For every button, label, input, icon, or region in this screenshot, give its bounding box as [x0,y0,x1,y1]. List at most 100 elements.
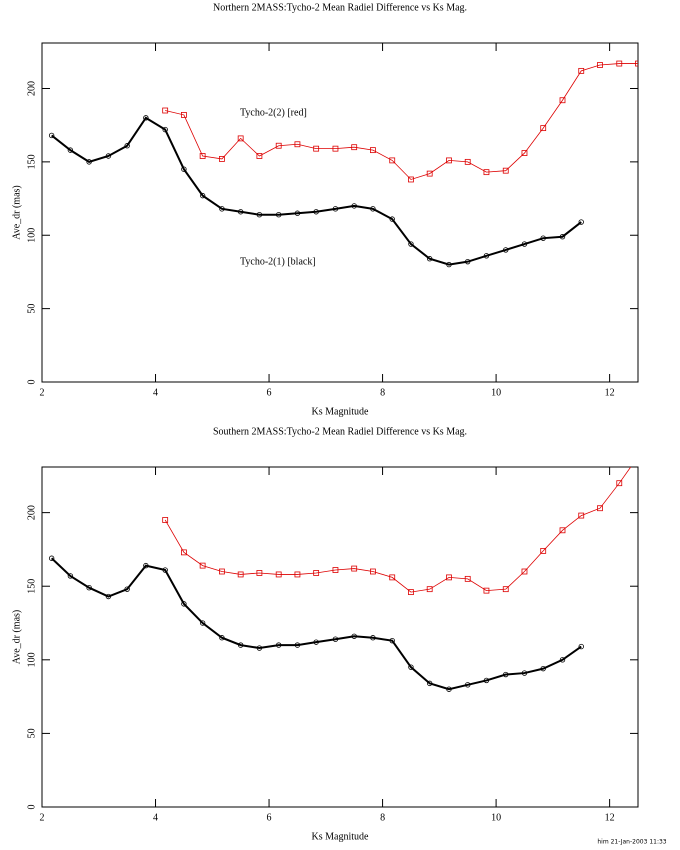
plot-frame [41,42,639,383]
marker [540,665,546,672]
marker [332,567,339,573]
x-tick-label: 6 [267,812,272,823]
y-tick-label: 50 [26,304,37,314]
marker [199,153,206,159]
marker [313,145,320,152]
marker [143,562,149,569]
marker [503,247,509,253]
marker [370,635,376,641]
marker [332,206,339,212]
marker [219,206,225,212]
marker [408,241,414,247]
marker [370,206,376,212]
marker [521,568,528,575]
marker [294,571,301,578]
marker [351,203,357,209]
x-tick-label: 6 [267,387,272,398]
marker [181,112,187,118]
x-tick-label: 8 [380,387,385,398]
x-tick-label: 2 [40,812,45,823]
marker [351,565,358,572]
marker [162,126,168,133]
marker [351,144,358,151]
marker [124,143,130,149]
marker [256,645,263,651]
marker [256,212,263,218]
x-axis-label: Ks Magnitude [312,831,370,842]
marker [578,512,585,519]
marker [124,586,130,592]
marker [389,157,396,164]
marker [389,574,396,581]
marker [181,549,187,556]
y-axis-label: Ave_dr (mas) [11,610,22,665]
marker [67,573,74,579]
marker [351,633,357,639]
marker [389,216,395,222]
marker [275,571,282,578]
marker [275,142,282,149]
y-tick-label: 0 [26,805,37,810]
marker [256,153,263,159]
marker [426,586,433,593]
marker [275,212,282,218]
annotation: Tycho-2(2) [red] [240,107,307,118]
marker [294,642,301,648]
x-tick-label: 10 [491,387,501,398]
x-tick-label: 12 [605,387,615,398]
marker [540,547,547,554]
marker [446,261,452,268]
marker [483,587,490,594]
marker [219,568,225,575]
plot-frame [41,466,639,808]
y-tick-label: 100 [26,228,37,243]
marker [237,135,244,142]
x-tick-label: 10 [491,812,501,823]
plot-area [48,60,638,268]
marker [559,234,566,240]
annotation: Tycho-2(1) [black] [240,256,316,267]
marker [256,570,263,576]
marker [559,657,566,663]
series-line [164,467,632,593]
marker [332,145,339,152]
marker [389,637,395,644]
marker [370,568,376,575]
marker [521,670,528,676]
marker [275,642,282,648]
marker [143,115,149,121]
marker [578,219,584,225]
marker [313,570,320,576]
marker [616,60,623,67]
marker [578,67,585,74]
chart-title: Southern 2MASS:Tycho-2 Mean Radiel Diffe… [213,426,467,437]
marker [464,158,471,165]
marker [237,642,244,648]
marker [597,505,603,512]
y-tick-label: 150 [26,579,37,594]
plot-area [48,467,632,692]
y-tick-label: 200 [26,81,37,96]
marker [465,258,471,265]
marker [332,636,339,642]
x-tick-label: 2 [40,387,45,398]
marker [446,574,452,581]
marker [540,125,547,132]
marker [67,147,74,153]
marker [313,209,319,215]
marker [446,157,452,164]
marker [237,571,244,578]
marker [370,147,376,154]
marker [483,253,490,259]
marker [408,664,414,670]
marker [294,141,301,148]
marker [559,97,566,104]
marker [199,192,206,199]
marker [465,682,471,688]
series-line [165,63,638,180]
x-tick-label: 12 [605,812,615,823]
marker [540,235,546,241]
marker [105,593,112,600]
